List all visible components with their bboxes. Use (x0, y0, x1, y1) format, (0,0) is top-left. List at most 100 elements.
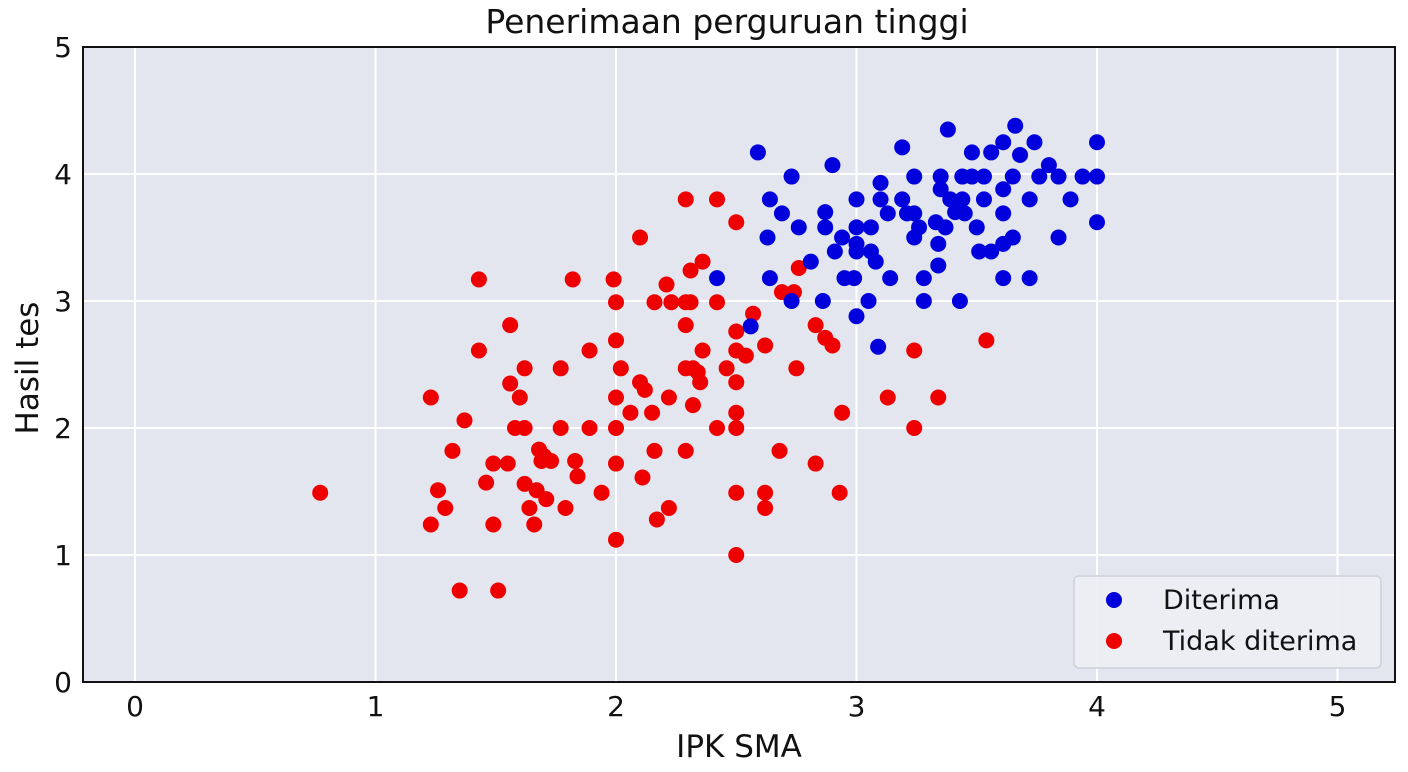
legend-label-diterima: Diterima (1163, 585, 1280, 616)
data-point (824, 157, 841, 174)
data-point (1026, 134, 1043, 151)
data-point (848, 191, 865, 208)
data-point (783, 293, 800, 309)
data-point (312, 484, 329, 501)
data-point (632, 229, 649, 246)
data-point (608, 294, 624, 311)
data-point (824, 337, 841, 354)
data-point (939, 121, 956, 138)
data-point (658, 276, 675, 293)
data-point (915, 293, 932, 309)
data-point (709, 191, 726, 208)
data-point (663, 294, 680, 311)
data-point (995, 205, 1012, 222)
data-point (694, 342, 711, 359)
data-point (516, 360, 533, 377)
x-axis-label: IPK SMA (676, 729, 802, 765)
plot-frame (82, 46, 1396, 683)
data-point (930, 257, 947, 274)
data-point (831, 484, 848, 501)
data-point (612, 360, 629, 377)
data-point (470, 271, 487, 288)
data-point (963, 168, 980, 185)
data-point (1089, 214, 1105, 231)
data-point (1050, 168, 1067, 185)
data-point (499, 455, 516, 472)
data-point (608, 420, 624, 436)
data-point (728, 547, 745, 563)
data-point (567, 453, 584, 470)
data-point (485, 455, 502, 472)
data-point (790, 219, 807, 236)
data-point (682, 262, 699, 279)
data-point (677, 317, 694, 334)
legend-marker-tidak-diterima-icon (1106, 633, 1122, 649)
data-point (846, 270, 863, 287)
data-point (759, 229, 776, 246)
data-point (807, 455, 824, 472)
data-point (543, 453, 560, 470)
data-point (807, 317, 824, 334)
data-point (1050, 229, 1067, 246)
data-point (552, 360, 569, 377)
data-point (1004, 168, 1021, 185)
data-point (757, 500, 774, 517)
data-point (485, 516, 502, 533)
data-point (971, 243, 988, 260)
data-point (761, 270, 778, 287)
data-point (646, 442, 663, 459)
data-point (516, 420, 533, 436)
data-point (737, 347, 754, 364)
data-point (709, 294, 726, 311)
data-point (677, 442, 694, 459)
data-point (516, 475, 533, 492)
data-point (564, 271, 581, 288)
data-point (742, 318, 759, 335)
x-tick-label: 2 (607, 690, 625, 723)
data-point (906, 420, 923, 436)
data-point (749, 144, 766, 161)
y-tick-label: 3 (54, 285, 72, 318)
data-point (451, 582, 468, 599)
data-point (608, 455, 624, 472)
data-point (975, 191, 992, 208)
data-point (956, 205, 973, 222)
y-tick-label: 1 (54, 539, 72, 572)
x-tick-label: 0 (126, 690, 144, 723)
data-point (478, 474, 495, 491)
data-point (930, 235, 947, 252)
y-tick-label: 0 (54, 666, 72, 699)
data-point (1074, 168, 1091, 185)
data-point (968, 219, 985, 236)
data-point (456, 412, 473, 429)
y-tick-label: 5 (54, 31, 72, 64)
data-point (848, 219, 865, 236)
data-point (983, 144, 1000, 161)
data-point (783, 168, 800, 185)
data-point (728, 420, 745, 436)
data-point (848, 308, 865, 325)
data-point (817, 219, 834, 236)
data-point (1089, 168, 1105, 185)
data-point (848, 243, 865, 260)
data-point (983, 243, 1000, 260)
data-point (660, 500, 677, 517)
data-point (942, 191, 959, 208)
data-point (682, 294, 699, 311)
data-point (911, 219, 928, 236)
data-point (526, 516, 543, 533)
data-point (872, 191, 889, 208)
data-point (834, 229, 851, 246)
data-point (930, 389, 947, 406)
data-point (951, 293, 968, 309)
data-point (906, 168, 923, 185)
data-point (470, 342, 487, 359)
data-point (502, 375, 519, 392)
data-point (862, 219, 879, 236)
data-point (437, 500, 454, 517)
data-point (728, 374, 745, 391)
data-point (648, 511, 665, 528)
y-tick-label: 4 (54, 158, 72, 191)
data-point (511, 389, 528, 406)
